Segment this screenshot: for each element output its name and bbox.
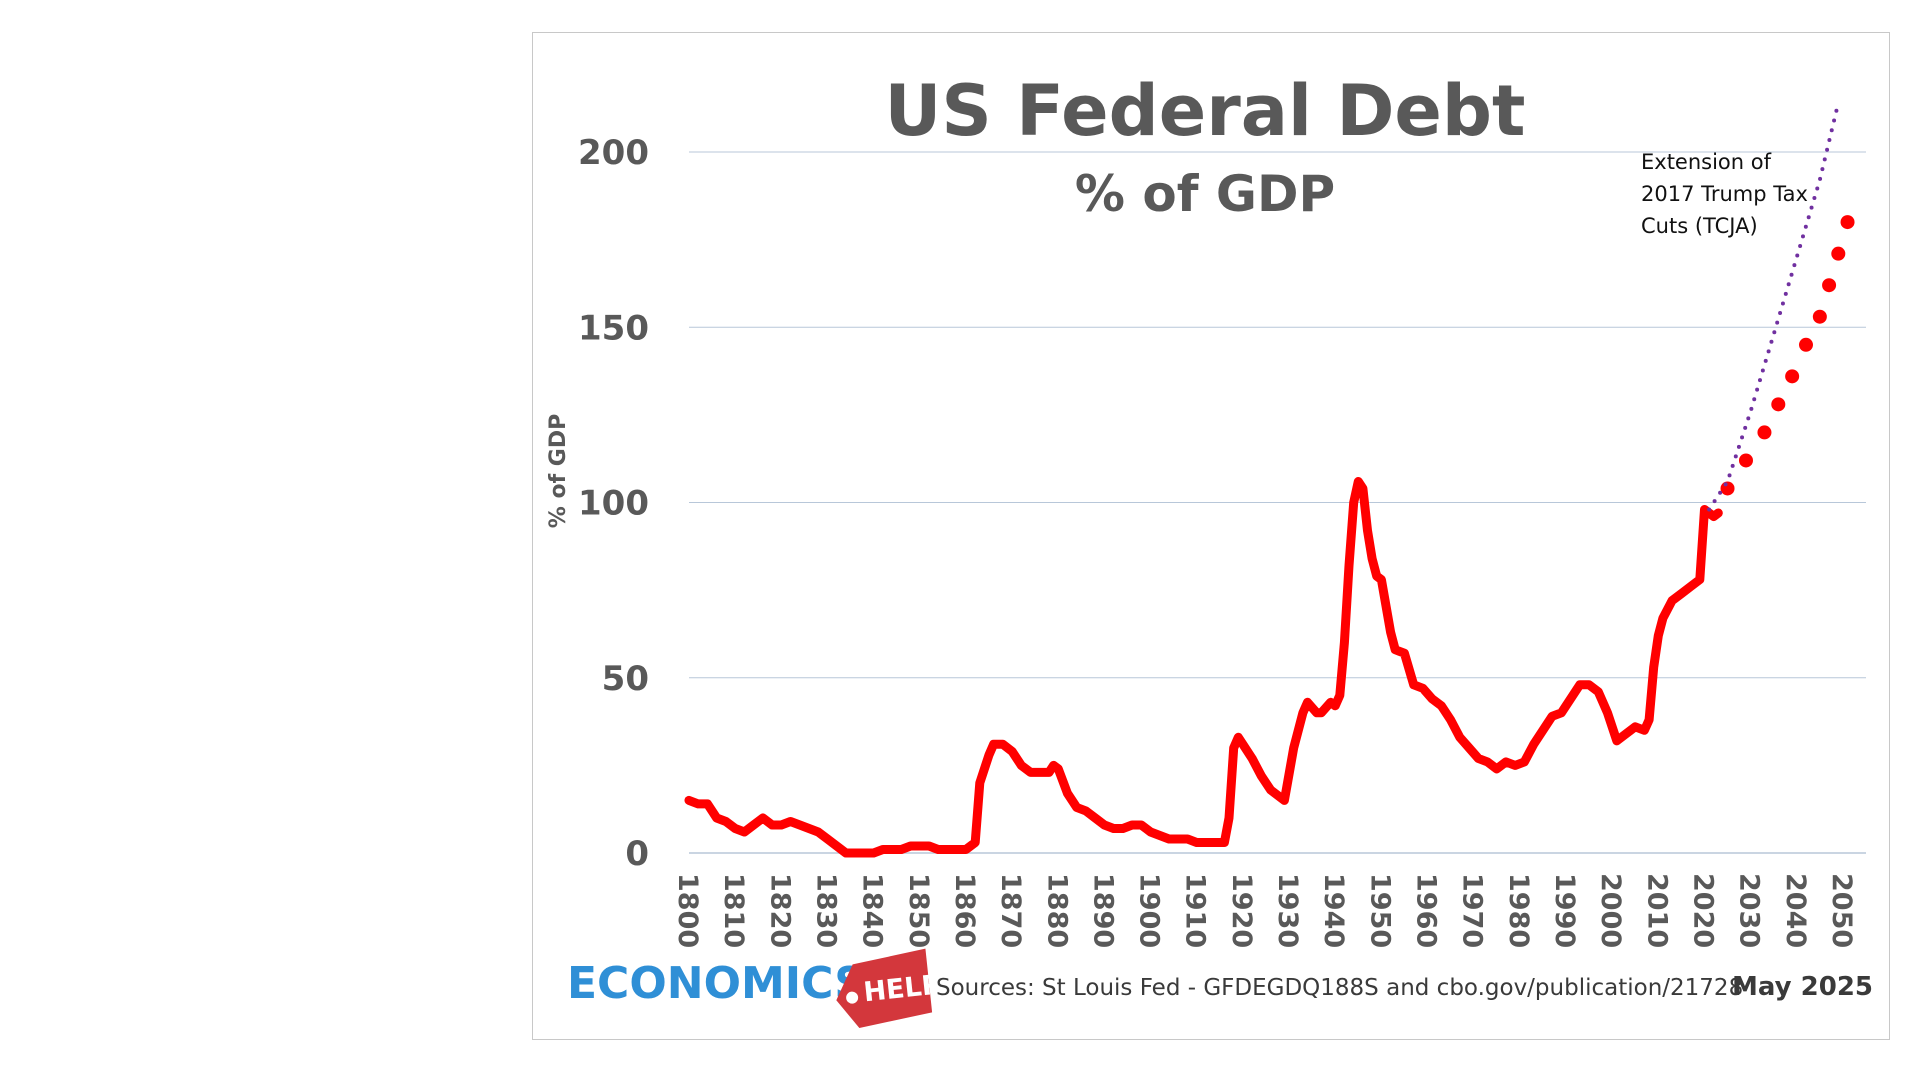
projection-point (1840, 215, 1855, 230)
x-tick-label: 1840 (857, 873, 888, 948)
x-tick-label: 2020 (1687, 873, 1718, 948)
y-tick-label: 200 (578, 133, 649, 173)
x-tick-label: 1920 (1226, 873, 1257, 948)
projection-point (1771, 397, 1786, 412)
x-tick-label: 1940 (1318, 873, 1349, 948)
x-tick-label: 2040 (1780, 873, 1811, 948)
x-tick-label: 1990 (1549, 873, 1580, 948)
publication-date: May 2025 (1732, 972, 1873, 1002)
economics-help-logo: ECONOMICS HELP (567, 948, 943, 1029)
projection-point (1798, 337, 1813, 352)
projection-point (1785, 369, 1800, 384)
annotation-line-1: Extension of (1641, 150, 1772, 174)
annotation-line-3: Cuts (TCJA) (1641, 214, 1758, 238)
x-tick-label: 1960 (1411, 873, 1442, 948)
chart-title: US Federal Debt (885, 70, 1526, 152)
x-tick-label: 1980 (1503, 873, 1534, 948)
projection-point (1822, 278, 1837, 293)
x-tick-label: 1930 (1272, 873, 1303, 948)
source-note: Sources: St Louis Fed - GFDEGDQ188S and … (936, 975, 1743, 1001)
x-axis-ticks: 1800 1810 1820 1830 1840 1850 1860 1870 1880 1890… (672, 873, 1857, 948)
x-tick-label: 1810 (718, 873, 749, 948)
tcja-annotation: Extension of 2017 Trump Tax Cuts (TCJA) (1641, 150, 1808, 238)
x-tick-label: 1850 (903, 873, 934, 948)
x-tick-label: 2000 (1595, 873, 1626, 948)
series-layer (684, 100, 1855, 858)
projection-point (1812, 309, 1827, 324)
y-axis-label: % of GDP (546, 414, 571, 529)
logo-economics-text: ECONOMICS (567, 958, 866, 1009)
x-tick-label: 1860 (949, 873, 980, 948)
historical-debt-line (684, 477, 1723, 858)
tcja-projection-line (1707, 100, 1841, 512)
projection-point (1738, 453, 1753, 468)
y-tick-label: 0 (625, 834, 649, 874)
us-federal-debt-chart: 0 50 100 150 200 1800 1810 1820 1830 1840 1850 186… (546, 70, 1873, 1029)
y-tick-label: 150 (578, 308, 649, 348)
y-tick-label: 50 (602, 659, 649, 699)
y-axis-ticks: 0 50 100 150 200 (578, 133, 649, 874)
annotation-line-2: 2017 Trump Tax (1641, 182, 1808, 206)
projection-point (1757, 425, 1772, 440)
x-tick-label: 1800 (672, 873, 703, 948)
x-tick-label: 1870 (995, 873, 1026, 948)
projection-point (1720, 481, 1735, 496)
chart-subtitle: % of GDP (1075, 165, 1335, 223)
x-tick-label: 1830 (810, 873, 841, 948)
logo-help-tag: HELP (836, 948, 943, 1029)
x-tick-label: 1950 (1364, 873, 1395, 948)
x-tick-label: 2010 (1641, 873, 1672, 948)
x-tick-label: 1900 (1134, 873, 1165, 948)
x-tick-label: 1970 (1457, 873, 1488, 948)
y-tick-label: 100 (578, 484, 649, 524)
x-tick-label: 2050 (1826, 873, 1857, 948)
x-tick-label: 2030 (1734, 873, 1765, 948)
x-tick-label: 1880 (1041, 873, 1072, 948)
x-tick-label: 1910 (1180, 873, 1211, 948)
gridlines (689, 151, 1866, 854)
projection-point (1831, 246, 1846, 261)
x-tick-label: 1820 (764, 873, 795, 948)
x-tick-label: 1890 (1087, 873, 1118, 948)
chart-frame: 0 50 100 150 200 1800 1810 1820 1830 1840 1850 186… (532, 32, 1890, 1040)
